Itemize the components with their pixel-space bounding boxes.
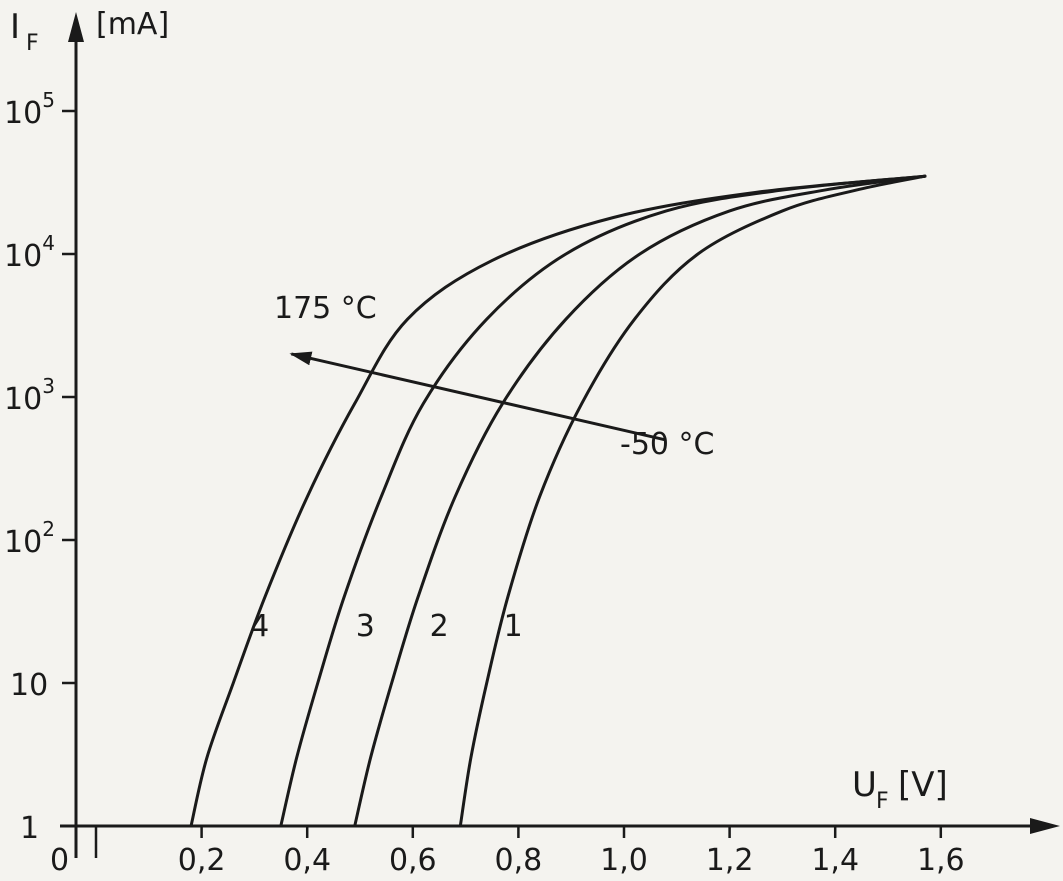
y-tick-label: 104 <box>4 231 55 274</box>
curve-label-2: 2 <box>430 609 449 644</box>
y-axis-unit: [mA] <box>96 7 169 42</box>
x-tick-label: 0,4 <box>283 843 331 878</box>
y-tick-label: 102 <box>4 517 55 560</box>
curve-labels: 1 2 3 4 <box>250 609 523 644</box>
curve-1 <box>458 174 927 828</box>
y-axis-subscript: F <box>26 31 39 56</box>
x-tick-label: 1,4 <box>811 843 859 878</box>
y-axis-arrowhead <box>68 12 84 42</box>
x-axis-arrowhead <box>1030 818 1060 834</box>
x-origin-label: 0 <box>50 843 69 878</box>
curve-2 <box>353 174 927 828</box>
temp-low-label: -50 °C <box>620 427 714 462</box>
y-tick-label: 10 <box>10 668 48 703</box>
x-axis-subscript: F <box>876 789 889 814</box>
y-tick-label: 1 <box>20 811 39 846</box>
x-tick-label: 1,6 <box>917 843 965 878</box>
x-tick-label: 0,8 <box>495 843 543 878</box>
curve-label-4: 4 <box>250 609 269 644</box>
x-ticks: 0,2 0,4 0,6 0,8 1,0 1,2 1,4 1,6 <box>178 826 965 878</box>
x-axis-unit: [V] <box>898 765 948 805</box>
y-axis-symbol: I <box>10 7 20 47</box>
x-tick-label: 1,2 <box>706 843 754 878</box>
curves <box>189 174 927 828</box>
curve-4 <box>189 174 927 828</box>
x-tick-label: 0,2 <box>178 843 226 878</box>
temp-high-label: 175 °C <box>274 291 377 326</box>
y-ticks: 1 10 102 103 104 105 <box>4 88 76 846</box>
x-tick-label: 1,0 <box>600 843 648 878</box>
temperature-arrow <box>289 351 667 442</box>
y-tick-label: 103 <box>4 374 55 417</box>
y-tick-label: 105 <box>4 88 55 131</box>
curve-label-3: 3 <box>356 609 375 644</box>
curve-label-1: 1 <box>504 609 523 644</box>
x-tick-label: 0,6 <box>389 843 437 878</box>
x-axis-symbol: U <box>852 765 877 805</box>
